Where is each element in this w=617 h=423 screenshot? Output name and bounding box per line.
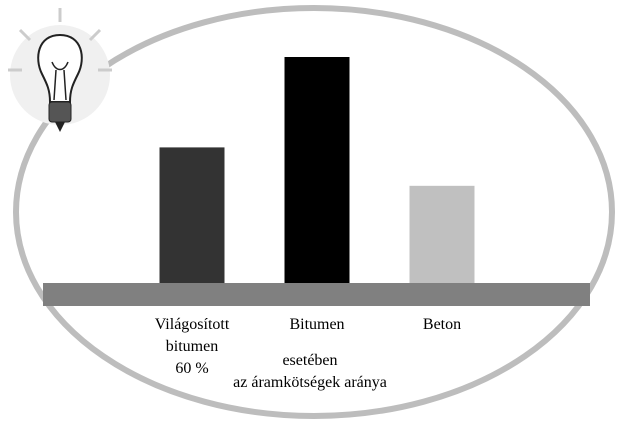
lightbulb-icon xyxy=(8,8,112,132)
bar xyxy=(410,186,475,283)
bar xyxy=(285,57,350,283)
category-label: Bitumen xyxy=(289,314,344,336)
category-label: Világosított bitumen 60 % xyxy=(155,314,230,380)
category-label: Beton xyxy=(423,314,461,336)
caption: esetében az áramkötségek aránya xyxy=(233,350,387,394)
bar xyxy=(160,147,225,283)
page: esetében az áramkötségek aránya Világosí… xyxy=(0,0,617,423)
ground-band xyxy=(43,283,590,306)
